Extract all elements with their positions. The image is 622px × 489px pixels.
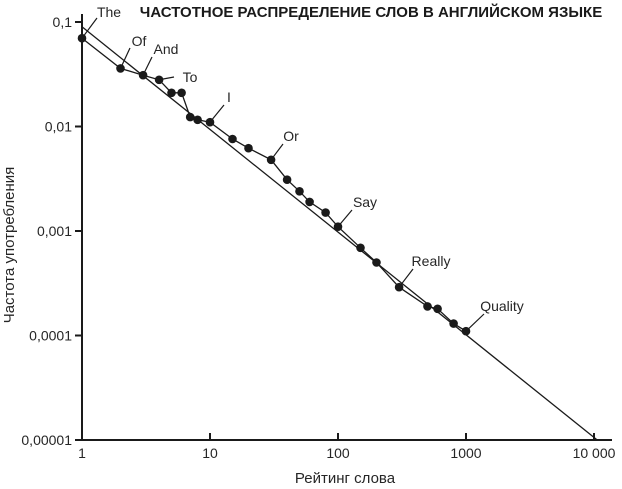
- data-polyline: [81, 37, 467, 332]
- word-label-i: I: [227, 89, 231, 105]
- data-point: [305, 197, 314, 207]
- x-tick-label-10 000: 10 000: [573, 445, 616, 461]
- x-tick-label-1000: 1000: [450, 445, 481, 461]
- data-point: [433, 304, 442, 314]
- word-label-or: Or: [283, 128, 299, 144]
- data-point: [282, 175, 292, 184]
- x-tick-label-100: 100: [326, 445, 350, 461]
- data-point-to: [154, 75, 164, 85]
- data-point-and: [138, 70, 148, 80]
- data-point: [423, 302, 432, 311]
- word-label-say: Say: [353, 194, 377, 210]
- y-tick-label-0,001: 0,001: [37, 223, 72, 239]
- x-tick-label-10: 10: [202, 445, 218, 461]
- data-point-or: [266, 155, 276, 165]
- word-label-of: Of: [132, 33, 147, 49]
- data-point-really: [394, 282, 404, 292]
- word-label-quality: Quality: [480, 298, 524, 314]
- data-point: [372, 258, 381, 267]
- data-point: [449, 319, 458, 328]
- word-label-really: Really: [412, 253, 451, 269]
- data-point: [295, 187, 304, 196]
- y-tick-label-0,00001: 0,00001: [21, 432, 72, 448]
- data-point: [193, 115, 202, 125]
- zipf-reference-line: [81, 26, 598, 441]
- y-tick-label-0,01: 0,01: [45, 119, 72, 135]
- data-point-of: [116, 64, 125, 73]
- chart-title: ЧАСТОТНОЕ РАСПРЕДЕЛЕНИЕ СЛОВ В АНГЛИЙСКО…: [140, 3, 602, 21]
- data-point: [356, 243, 365, 253]
- data-point: [321, 208, 330, 217]
- data-point: [177, 88, 186, 98]
- data-point-say: [333, 222, 343, 231]
- word-label-the: The: [97, 4, 121, 20]
- word-label-and: And: [154, 41, 179, 57]
- data-point: [244, 143, 253, 153]
- data-point: [185, 112, 195, 122]
- x-tick-label-1: 1: [78, 445, 86, 461]
- y-tick-label-0,0001: 0,0001: [29, 328, 72, 344]
- y-tick-label-0,1: 0,1: [53, 14, 73, 30]
- x-axis-label: Рейтинг слова: [295, 470, 396, 487]
- word-label-to: To: [183, 69, 198, 85]
- data-point: [228, 134, 237, 144]
- data-point-i: [205, 117, 215, 127]
- data-point-quality: [461, 326, 471, 336]
- data-point: [167, 88, 176, 98]
- y-axis-label: Частота употребления: [1, 167, 18, 324]
